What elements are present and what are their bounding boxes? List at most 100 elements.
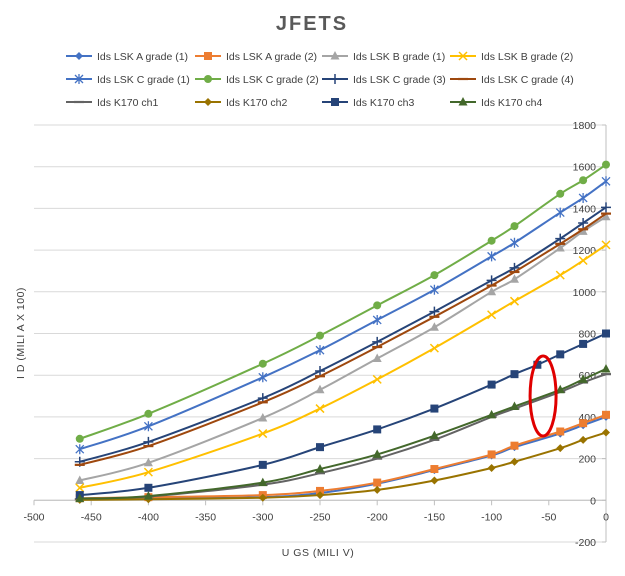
- data-point: [372, 449, 382, 458]
- data-point: [372, 314, 382, 325]
- legend-item: Ids K170 ch1: [66, 97, 158, 109]
- data-point: [579, 339, 588, 348]
- legend-swatch-marker: [458, 97, 468, 106]
- legend-item: Ids K170 ch4: [450, 97, 542, 109]
- annotations: [528, 354, 558, 438]
- data-point: [143, 491, 153, 500]
- y-tick-label: 0: [590, 495, 596, 507]
- data-point: [555, 207, 565, 218]
- series-line: [79, 206, 607, 463]
- y-tick-label: 800: [578, 329, 596, 341]
- data-point: [316, 491, 324, 500]
- legend-swatch-marker: [204, 98, 212, 106]
- legend-swatch-marker: [204, 52, 212, 60]
- data-point: [429, 306, 440, 317]
- data-point: [510, 457, 519, 466]
- x-tick-label: -100: [481, 511, 502, 523]
- legend-swatch-marker: [204, 75, 212, 83]
- data-point: [556, 189, 565, 198]
- data-point: [509, 296, 520, 306]
- data-point: [430, 465, 439, 474]
- data-point: [372, 374, 382, 384]
- data-point: [579, 435, 588, 444]
- data-point: [258, 372, 268, 383]
- data-point: [602, 329, 610, 338]
- series-line: [79, 431, 607, 501]
- data-point: [373, 425, 382, 434]
- x-tick-label: -350: [195, 511, 216, 523]
- data-point: [487, 310, 497, 320]
- legend-label: Ids LSK A grade (2): [226, 51, 317, 63]
- legend-label: Ids LSK C grade (4): [481, 74, 574, 86]
- legend-item: Ids LSK C grade (2): [195, 74, 319, 86]
- data-point: [373, 478, 382, 487]
- data-point: [315, 384, 325, 394]
- series-4: [75, 240, 611, 493]
- legend-label: Ids K170 ch2: [226, 97, 287, 109]
- x-tick-label: -450: [81, 511, 102, 523]
- data-point: [315, 404, 325, 414]
- data-point: [487, 286, 497, 296]
- x-tick-label: -200: [367, 511, 388, 523]
- data-point: [487, 236, 496, 245]
- legend-label: Ids K170 ch1: [97, 97, 158, 109]
- data-point: [487, 450, 496, 459]
- data-point: [601, 211, 611, 221]
- data-point: [602, 160, 610, 169]
- data-point: [487, 251, 497, 262]
- data-point: [258, 493, 267, 502]
- series-line: [79, 163, 607, 440]
- legend-label: Ids LSK A grade (1): [97, 51, 188, 63]
- data-point: [75, 483, 85, 493]
- data-point: [533, 360, 542, 369]
- chart-title: JFETS: [276, 13, 348, 35]
- data-point: [555, 270, 565, 280]
- data-point: [258, 359, 267, 368]
- series-8: [74, 212, 611, 466]
- data-point: [258, 429, 268, 439]
- data-point: [258, 477, 268, 487]
- data-point: [143, 467, 153, 477]
- data-point: [316, 443, 324, 452]
- data-point: [579, 176, 588, 185]
- data-point: [429, 430, 439, 440]
- y-tick-label: -200: [575, 537, 596, 549]
- x-tick-label: -250: [309, 511, 330, 523]
- legend-swatch-marker: [331, 98, 339, 106]
- data-point: [555, 243, 565, 252]
- data-point: [75, 475, 85, 484]
- data-point: [258, 412, 268, 422]
- data-point: [315, 464, 325, 473]
- legend-item: Ids LSK B grade (1): [322, 51, 445, 63]
- y-tick-label: 1800: [573, 120, 597, 132]
- data-point: [487, 380, 496, 389]
- data-point: [75, 493, 85, 503]
- data-point: [429, 284, 439, 295]
- data-point: [578, 217, 589, 228]
- data-point: [510, 441, 519, 450]
- series-line: [79, 368, 607, 500]
- data-point: [315, 366, 325, 377]
- legend-item: Ids LSK B grade (2): [450, 51, 573, 63]
- legend-item: Ids LSK C grade (4): [450, 74, 574, 86]
- y-tick-label: 1400: [573, 203, 597, 215]
- series-line: [79, 244, 607, 489]
- data-point: [258, 460, 267, 469]
- legend-item: Ids K170 ch3: [322, 97, 414, 109]
- legend-item: Ids LSK A grade (1): [66, 51, 188, 63]
- data-point: [578, 374, 588, 383]
- legend-label: Ids K170 ch3: [353, 97, 414, 109]
- data-point: [601, 176, 611, 187]
- series-line: [79, 212, 607, 466]
- x-tick-label: -400: [138, 511, 159, 523]
- data-point: [601, 202, 611, 213]
- data-point: [372, 336, 383, 347]
- series-line: [79, 413, 607, 500]
- x-tick-label: 0: [603, 511, 609, 523]
- data-point: [555, 384, 565, 394]
- y-tick-label: 1200: [573, 245, 597, 257]
- data-point: [487, 409, 497, 419]
- y-tick-label: 1600: [573, 162, 597, 174]
- data-point: [578, 226, 588, 235]
- data-point: [75, 434, 84, 443]
